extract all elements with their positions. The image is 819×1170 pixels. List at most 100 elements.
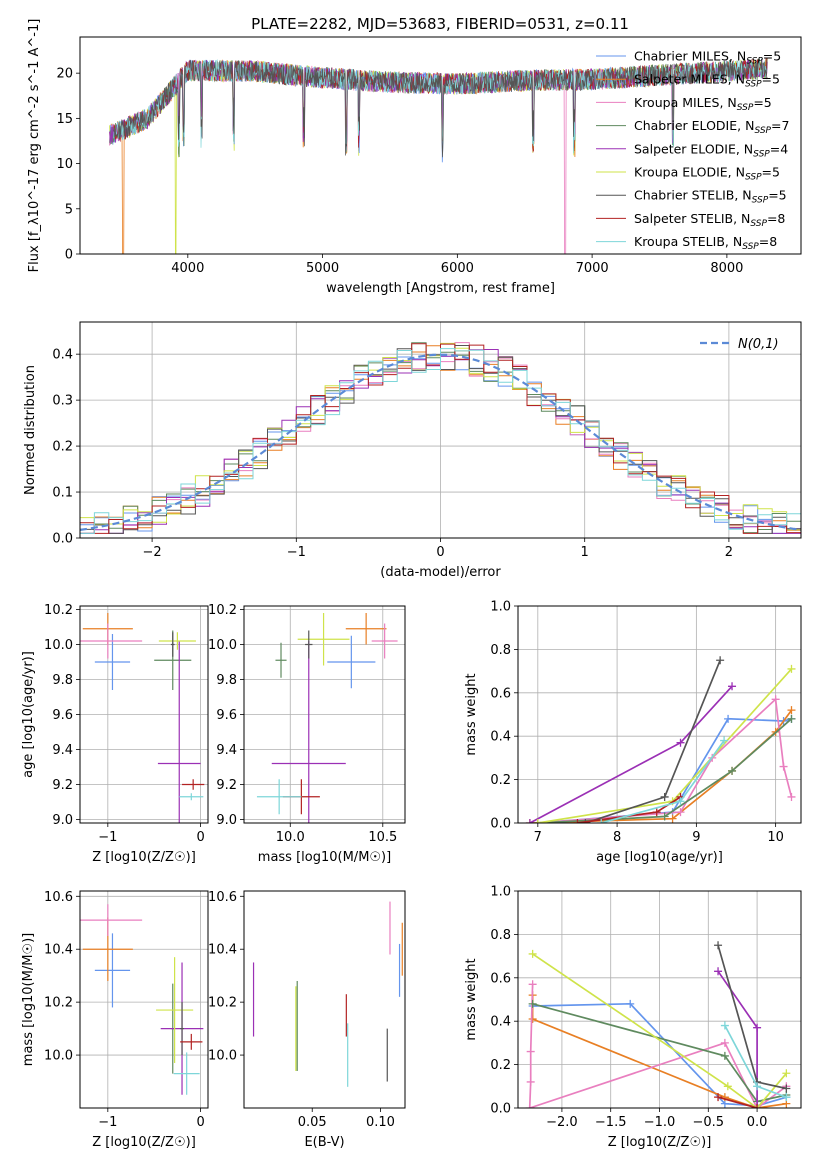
panel-z-weight: −2.0 −1.5 −1.0 −0.5 0.0 0.0 0.2 0.4 0.6 0.8 1.0 Z [… [464, 885, 802, 1150]
x-axis-label: mass [log10(M/M☉)] [258, 850, 391, 865]
point-kroupa-elodie [156, 957, 194, 1064]
x-tick-label: 0.0 [747, 1115, 768, 1130]
axes-frame [79, 321, 802, 539]
panel-residuals: −2 −1 0 1 2 0.0 0.1 0.2 0.3 0.4 (data-model)/error… [23, 321, 802, 580]
series-marker [597, 819, 606, 823]
y-tick-label: 0.0 [490, 817, 511, 832]
series-marker [787, 792, 796, 801]
legend-label-kroupa-miles: Kroupa MILES, NSSP=5 [634, 95, 772, 113]
legend-nssp-value: =5 [763, 49, 781, 64]
series-marker [771, 695, 780, 704]
y-axis-label: mass [log10(M/M☉)] [21, 933, 36, 1066]
y-tick-label: 10.2 [208, 603, 237, 618]
x-tick-label: 7 [534, 830, 542, 845]
panel-mass-age: 10.0 10.5 9.0 9.2 9.4 9.6 9.8 10.0 10.2 mass [log… [208, 603, 406, 865]
axes-frame [517, 890, 802, 1109]
point-chabrier-miles [94, 634, 131, 690]
plot-area-age-weight [525, 656, 796, 823]
y-tick-label: 10.0 [44, 1049, 73, 1064]
point-chabrier-stelib [170, 632, 175, 657]
legend-subscript: SSP [752, 196, 769, 206]
point-kroupa-elodie [297, 613, 350, 666]
legend-nssp-value: =5 [762, 165, 780, 180]
series-marker [728, 766, 737, 775]
y-tick-label: 0.1 [52, 486, 73, 501]
series-marker [676, 808, 685, 817]
legend-label-salpeter-stelib: Salpeter STELIB, NSSP=8 [634, 211, 785, 229]
point-chabrier-elodie [275, 642, 287, 678]
legend-series-name: Chabrier MILES, N [634, 49, 746, 64]
x-tick-label: 10 [767, 830, 784, 845]
legend-label-chabrier-elodie: Chabrier ELODIE, NSSP=7 [634, 118, 789, 136]
legend-nssp-value: =4 [770, 141, 788, 156]
series-marker [714, 941, 723, 950]
x-tick-label: −0.5 [693, 1115, 725, 1130]
x-tick-label: 0 [436, 545, 444, 560]
panel-z-mass: −1 0 10.0 10.2 10.4 10.6 Z [log10(Z/Z☉)] mass [… [21, 890, 209, 1150]
point-salpeter-elodie [157, 641, 201, 823]
legend-label-salpeter-miles: Salpeter MILES, NSSP=5 [634, 72, 780, 90]
y-tick-label: 1.0 [490, 885, 511, 900]
legend-series-name: Salpeter STELIB, N [634, 211, 750, 226]
y-axis-label: Normed distribution [23, 365, 38, 495]
series-marker [720, 1051, 729, 1060]
x-axis-label: Z [log10(Z/Z☉)] [92, 1135, 196, 1150]
y-tick-label: 9.4 [52, 743, 73, 758]
series-marker [660, 792, 669, 801]
y-tick-label: 0.4 [490, 730, 511, 745]
legend-nssp-value: =5 [753, 95, 771, 110]
x-axis-label: (data-model)/error [380, 565, 501, 580]
x-tick-label: 0 [196, 1115, 204, 1130]
y-tick-label: 0.0 [490, 1102, 511, 1117]
x-axis-label: age [log10(age/yr)] [596, 850, 723, 865]
y-tick-label: 10.2 [208, 996, 237, 1011]
y-tick-label: 15 [56, 112, 73, 127]
series-marker [528, 980, 537, 989]
y-tick-label: 9.6 [216, 708, 237, 723]
y-tick-label: 0 [65, 248, 73, 263]
point-salpeter-stelib [182, 779, 205, 790]
x-tick-label: −1 [98, 830, 117, 845]
legend-label-chabrier-stelib: Chabrier STELIB, NSSP=5 [634, 188, 787, 206]
y-tick-label: 10 [56, 157, 73, 172]
x-tick-label: 0.05 [298, 1115, 327, 1130]
series-marker [787, 706, 796, 715]
series-marker [528, 949, 537, 958]
legend-label-chabrier-miles: Chabrier MILES, NSSP=5 [634, 49, 781, 67]
series-marker [716, 656, 725, 665]
legend-nssp-value: =5 [762, 72, 780, 87]
point-chabrier-stelib [180, 1002, 184, 1056]
legend-series-name: Kroupa MILES, N [634, 95, 737, 110]
y-tick-label: 20 [56, 67, 73, 82]
plot-area-z-mass [80, 904, 204, 1095]
legend-nssp-value: =8 [767, 211, 785, 226]
series-chabrier-stelib [581, 656, 725, 823]
x-tick-label: −2 [143, 545, 162, 560]
y-tick-label: 1.0 [490, 600, 511, 615]
figure-title: PLATE=2282, MJD=53683, FIBERID=0531, z=0… [251, 15, 629, 33]
point-kroupa-miles [80, 904, 143, 936]
x-axis-label: wavelength [Angstrom, rest frame] [326, 281, 555, 296]
plot-area-z-age [80, 613, 205, 823]
point-salpeter-miles [345, 613, 387, 645]
series-marker [676, 797, 685, 806]
y-tick-label: 0.6 [490, 686, 511, 701]
y-tick-label: 0.2 [490, 1058, 511, 1073]
series-marker [626, 999, 635, 1008]
gaussian-curve [80, 353, 801, 531]
x-tick-label: 9 [692, 830, 700, 845]
series-marker [720, 1038, 729, 1047]
point-kroupa-stelib [173, 1052, 200, 1095]
y-tick-label: 9.2 [216, 778, 237, 793]
y-tick-label: 9.0 [216, 813, 237, 828]
series-marker [528, 1015, 537, 1024]
y-tick-label: 10.0 [44, 638, 73, 653]
point-salpeter-elodie [271, 641, 346, 823]
y-tick-label: 10.0 [208, 638, 237, 653]
plot-area-mass-age [256, 613, 398, 823]
series-marker [779, 762, 788, 771]
series-line [532, 1002, 787, 1103]
y-tick-label: 0.6 [490, 971, 511, 986]
